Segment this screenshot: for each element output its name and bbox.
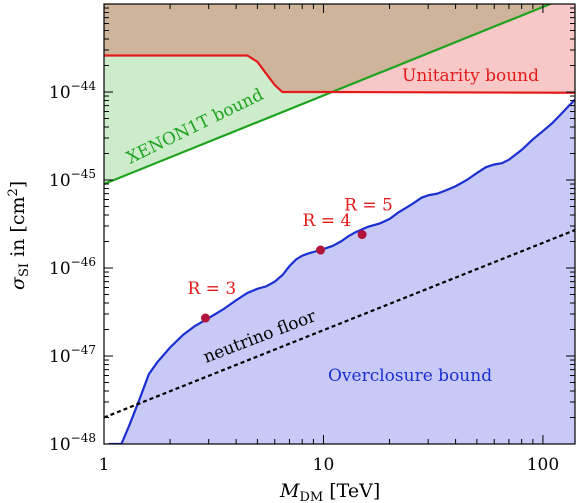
y-tick-label: 10−46 <box>49 255 96 279</box>
y-tick-label: 10−47 <box>49 343 96 367</box>
x-tick-label: 10 <box>313 455 335 475</box>
benchmark-point-4 <box>316 245 326 255</box>
plot-area <box>104 4 575 444</box>
neutrino-floor-line <box>104 229 575 419</box>
benchmark-point-3 <box>200 313 210 323</box>
overclosure-bound-line <box>108 98 575 444</box>
y-tick-label: 10−44 <box>49 79 96 103</box>
y-tick-label: 10−48 <box>49 431 96 455</box>
x-tick-label: 100 <box>527 455 559 475</box>
unitarity-bound-line <box>104 54 575 94</box>
y-tick-label: 10−45 <box>49 167 96 191</box>
benchmark-label: R = 4 <box>303 211 352 231</box>
xenon1t-bound-line <box>104 4 554 186</box>
benchmark-label: R = 5 <box>344 196 393 216</box>
benchmark-label: R = 3 <box>187 279 236 299</box>
x-axis-label: MDM [TeV] <box>279 480 380 503</box>
benchmark-point-5 <box>357 230 367 240</box>
y-axis-label: σSI in [cm2] <box>6 181 32 290</box>
unitarity-bound-label: Unitarity bound <box>402 66 539 86</box>
overclosure-bound-label: Overclosure bound <box>328 366 492 386</box>
x-tick-label: 1 <box>99 455 110 475</box>
plot-frame <box>103 3 576 445</box>
